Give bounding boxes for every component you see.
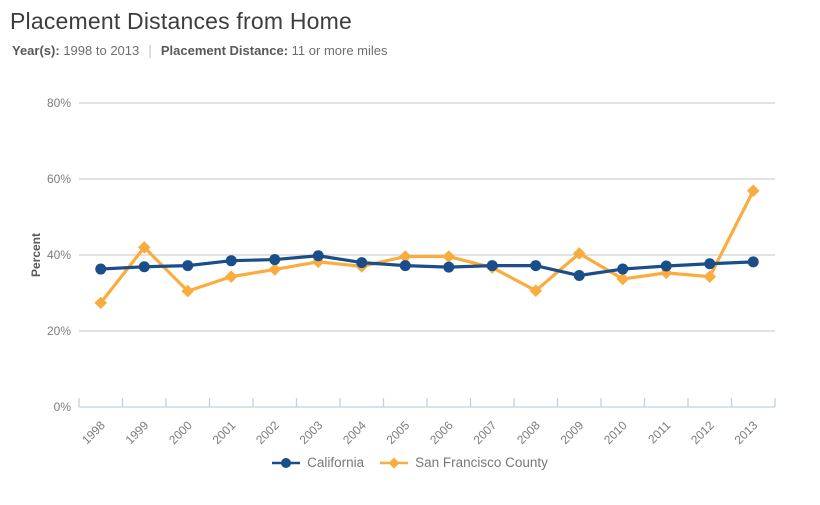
data-point-san-francisco-county-2005[interactable] — [398, 250, 412, 263]
data-point-san-francisco-county-2008[interactable] — [529, 284, 543, 298]
years-label: Year(s): — [12, 43, 60, 58]
data-point-san-francisco-county-1998[interactable] — [94, 296, 108, 310]
x-tick-label-1999: 1999 — [123, 418, 152, 447]
x-tick-label-2002: 2002 — [253, 418, 282, 447]
data-point-san-francisco-county-1999[interactable] — [137, 241, 151, 254]
subtitle-divider: | — [148, 42, 152, 58]
data-point-california-2003[interactable] — [312, 250, 324, 262]
legend-diamond-marker-icon — [380, 457, 409, 468]
data-point-san-francisco-county-2010[interactable] — [616, 272, 630, 286]
data-point-san-francisco-county-2002[interactable] — [268, 263, 282, 276]
legend-label-california: California — [307, 455, 365, 470]
data-point-california-2007[interactable] — [486, 260, 498, 272]
x-tick-label-2012: 2012 — [688, 418, 717, 447]
x-tick-label-2006: 2006 — [427, 418, 456, 447]
chart-subtitle: Year(s): 1998 to 2013 | Placement Distance… — [12, 42, 388, 58]
data-point-california-1999[interactable] — [138, 261, 150, 273]
x-tick-label-2004: 2004 — [340, 418, 369, 447]
data-point-san-francisco-county-2001[interactable] — [224, 270, 238, 283]
placement-distance-value: 11 or more miles — [291, 43, 388, 58]
chart-legend: California San Francisco County — [0, 455, 820, 470]
legend-circle-marker-icon — [272, 457, 301, 468]
x-tick-label-2005: 2005 — [384, 418, 413, 447]
placement-distance-label: Placement Distance: — [160, 43, 289, 58]
data-point-california-2013[interactable] — [747, 256, 759, 268]
x-tick-label-2010: 2010 — [601, 418, 630, 447]
data-point-california-2001[interactable] — [225, 255, 237, 267]
data-point-san-francisco-county-2012[interactable] — [703, 270, 717, 283]
data-point-california-2012[interactable] — [704, 258, 716, 270]
series-line-san-francisco-county — [99, 190, 755, 304]
y-tick-label-80%: 80% — [47, 96, 71, 110]
legend-item-san-francisco-county[interactable]: San Francisco County — [380, 455, 548, 470]
data-point-california-2000[interactable] — [182, 260, 194, 272]
y-tick-label-40%: 40% — [47, 248, 71, 262]
x-tick-label-1998: 1998 — [79, 418, 108, 447]
data-point-san-francisco-county-2011[interactable] — [659, 266, 673, 280]
y-tick-label-0%: 0% — [54, 400, 72, 414]
x-tick-label-2001: 2001 — [210, 418, 239, 447]
legend-item-california[interactable]: California — [272, 455, 364, 470]
data-point-san-francisco-county-2000[interactable] — [181, 284, 195, 298]
data-point-san-francisco-county-2009[interactable] — [572, 247, 586, 260]
data-point-california-2005[interactable] — [399, 260, 411, 272]
x-tick-label-2000: 2000 — [166, 418, 195, 447]
x-tick-label-2007: 2007 — [471, 418, 500, 447]
years-value: 1998 to 2013 — [63, 43, 140, 58]
x-tick-label-2011: 2011 — [645, 418, 673, 446]
data-point-san-francisco-county-2006[interactable] — [442, 250, 456, 263]
data-point-california-2008[interactable] — [530, 260, 542, 272]
legend-label-san-francisco-county: San Francisco County — [415, 455, 548, 470]
data-point-california-2010[interactable] — [617, 263, 629, 275]
x-tick-label-2003: 2003 — [297, 418, 326, 447]
x-tick-label-2009: 2009 — [558, 418, 587, 447]
y-axis-title: Percent — [29, 233, 43, 277]
data-point-california-2006[interactable] — [443, 261, 455, 273]
data-point-california-2009[interactable] — [573, 270, 585, 282]
data-point-california-2011[interactable] — [660, 260, 672, 272]
page-title: Placement Distances from Home — [10, 8, 352, 34]
y-tick-label-20%: 20% — [47, 324, 71, 338]
series-line-california — [100, 254, 754, 278]
data-point-california-2004[interactable] — [356, 257, 368, 269]
data-point-california-2002[interactable] — [269, 254, 281, 266]
x-tick-label-2008: 2008 — [514, 418, 543, 447]
chart-header: Placement Distances from Home Year(s): 1… — [10, 8, 388, 58]
x-tick-label-2013: 2013 — [732, 418, 761, 447]
data-point-california-1998[interactable] — [95, 263, 107, 275]
y-tick-label-60%: 60% — [47, 172, 71, 186]
data-point-san-francisco-county-2013[interactable] — [746, 184, 760, 198]
